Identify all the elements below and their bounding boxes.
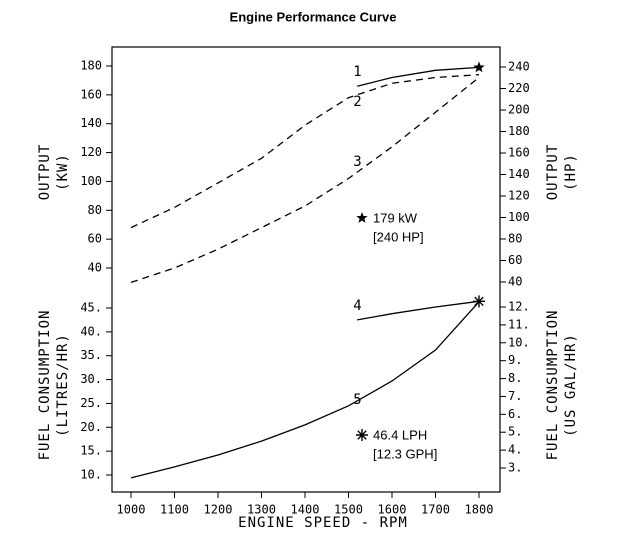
- rated-point: [473, 295, 485, 308]
- y-tick-label: 45.: [80, 301, 102, 315]
- y2-tick-label: 220: [508, 81, 530, 95]
- y-tick-label: 60: [88, 232, 102, 246]
- y-tick-label: 140: [80, 116, 102, 130]
- y-tick-label: 160: [80, 87, 102, 101]
- y2-axis-label: OUTPUT: [545, 144, 561, 201]
- annotation: 179 kW: [373, 210, 418, 225]
- y2-axis-label: FUEL CONSUMPTION: [545, 310, 561, 461]
- y-axis-label: (KW): [55, 153, 71, 191]
- x-tick-label: 1200: [204, 503, 233, 517]
- y2-tick-label: 80: [508, 232, 522, 246]
- y2-tick-label: 60: [508, 253, 522, 267]
- annotation: 46.4 LPH: [373, 427, 427, 442]
- y2-tick-label: 180: [508, 124, 530, 138]
- legend-symbol: [356, 429, 368, 441]
- x-tick-label: 1700: [421, 503, 450, 517]
- y2-tick-label: 160: [508, 146, 530, 160]
- y-tick-label: 25.: [80, 396, 102, 410]
- y2-tick-label: 3.: [508, 461, 522, 475]
- y2-tick-label: 200: [508, 103, 530, 117]
- line-series: [130, 76, 480, 284]
- legend-symbol: [356, 212, 368, 223]
- y-tick-label: 100: [80, 174, 102, 188]
- plot-frame: [111, 46, 501, 493]
- y2-tick-label: 10.: [508, 335, 530, 349]
- x-tick-label: 1600: [378, 503, 407, 517]
- curve-label: 1: [353, 64, 362, 80]
- y2-tick-label: 120: [508, 189, 530, 203]
- x-tick-label: 1300: [247, 503, 276, 517]
- x-tick-label: 1500: [334, 503, 363, 517]
- y2-tick-label: 240: [508, 60, 530, 74]
- y-tick-label: 120: [80, 145, 102, 159]
- y2-tick-label: 7.: [508, 389, 522, 403]
- y2-tick-label: 6.: [508, 407, 522, 421]
- y2-tick-label: 5.: [508, 425, 522, 439]
- chart-title: Engine Performance Curve: [230, 9, 397, 24]
- y-tick-label: 180: [80, 59, 102, 73]
- line-series: [357, 66, 480, 87]
- curve-label: 3: [353, 154, 362, 170]
- y2-tick-label: 40: [508, 275, 522, 289]
- curve-label: 4: [353, 298, 362, 314]
- rated-point: [473, 61, 485, 73]
- curve-label: 2: [353, 94, 362, 110]
- y-tick-label: 10.: [80, 468, 102, 482]
- line-series: [130, 301, 480, 479]
- x-axis-label: ENGINE SPEED - RPM: [238, 515, 408, 531]
- x-tick-label: 1800: [465, 503, 494, 517]
- y2-tick-label: 12.: [508, 300, 530, 314]
- y-axis-label: OUTPUT: [37, 144, 53, 201]
- y2-tick-label: 4.: [508, 443, 522, 457]
- y-tick-label: 30.: [80, 372, 102, 386]
- line-series: [130, 74, 480, 229]
- y2-tick-label: 9.: [508, 353, 522, 367]
- y-tick-label: 35.: [80, 348, 102, 362]
- y-tick-label: 80: [88, 203, 102, 217]
- x-tick-label: 1400: [291, 503, 320, 517]
- y-axis-label: (LITRES/HR): [55, 333, 71, 437]
- x-tick-label: 1100: [160, 503, 189, 517]
- annotation: [12.3 GPH]: [373, 446, 437, 461]
- x-tick-label: 1000: [117, 503, 146, 517]
- y-tick-label: 20.: [80, 420, 102, 434]
- y-tick-label: 40: [88, 261, 102, 275]
- y2-axis-label: (HP): [563, 153, 579, 191]
- y2-tick-label: 11.: [508, 317, 530, 331]
- y2-tick-label: 8.: [508, 371, 522, 385]
- curve-label: 5: [353, 392, 362, 408]
- line-series: [357, 300, 480, 321]
- y-tick-label: 40.: [80, 324, 102, 338]
- y2-tick-label: 140: [508, 167, 530, 181]
- y-tick-label: 15.: [80, 444, 102, 458]
- y2-axis-label: (US GAL/HR): [563, 333, 579, 437]
- y-axis-label: FUEL CONSUMPTION: [37, 310, 53, 461]
- y2-tick-label: 100: [508, 210, 530, 224]
- annotation: [240 HP]: [373, 229, 424, 244]
